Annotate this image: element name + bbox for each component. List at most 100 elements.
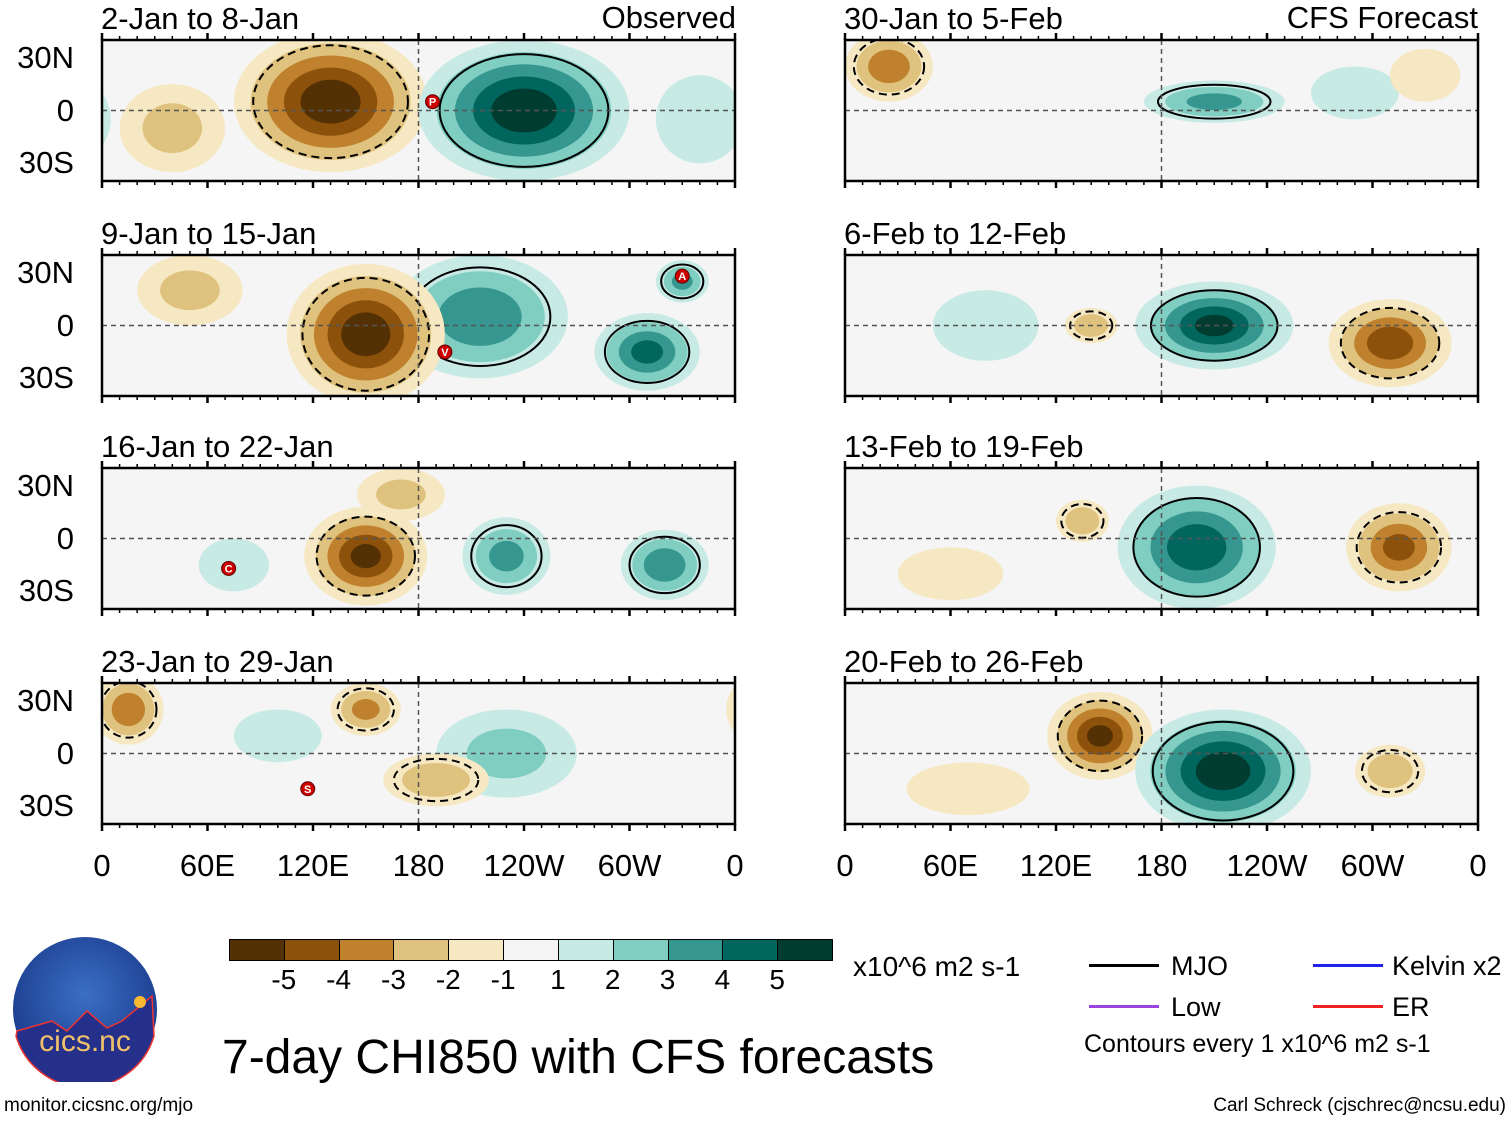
lat-label: 0 [56, 520, 74, 556]
negative-anomaly-shading [402, 762, 470, 797]
negative-anomaly-shading [1367, 326, 1414, 360]
mjo-contour [660, 263, 705, 300]
negative-anomaly-shading [1382, 533, 1415, 561]
lon-label: 120E [1019, 848, 1093, 883]
negative-anomaly-shading [341, 312, 391, 357]
legend-low-label: Low [1171, 992, 1221, 1022]
negative-anomaly-shading [745, 693, 778, 726]
panel-title: 23-Jan to 29-Jan [101, 644, 334, 679]
mjo-contour [102, 683, 158, 739]
colorbar-units: x10^6 m2 s-1 [853, 951, 1021, 982]
map-panel: C [100, 461, 737, 616]
source-url[interactable]: monitor.cicsnc.org/mjo [4, 1095, 194, 1116]
colorbar-swatch [667, 939, 724, 961]
storm-marker-icon [300, 781, 316, 797]
mjo-contour [301, 276, 431, 392]
storm-marker-label: A [678, 271, 686, 283]
colorbar-label: 4 [714, 964, 731, 995]
lat-label: 30S [18, 145, 74, 181]
observed-label: Observed [601, 0, 736, 35]
lon-label: 60E [922, 848, 979, 883]
lon-label: 60W [1340, 848, 1405, 883]
map-panel [843, 461, 1480, 616]
mjo-contour [603, 319, 691, 384]
mjo-contour [392, 757, 480, 803]
negative-anomaly-shading [725, 513, 806, 581]
lon-label: 0 [1469, 848, 1487, 883]
map-svg [843, 676, 1480, 831]
negative-anomaly-shading [1501, 50, 1510, 83]
negative-anomaly-shading [734, 754, 779, 788]
anomaly-layer [734, 691, 1426, 824]
forecast-label: CFS Forecast [1286, 0, 1478, 35]
positive-anomaly-shading [438, 287, 522, 346]
mjo-contour [1355, 511, 1443, 584]
map-svg: S [100, 676, 737, 831]
map-panel: P [100, 33, 737, 188]
colorbar-swatch [777, 939, 833, 961]
lon-label: 60W [597, 848, 662, 883]
colorbar-label: -1 [490, 964, 516, 995]
colorbar-label: 2 [604, 964, 621, 995]
negative-anomaly-shading [776, 103, 836, 153]
positive-anomaly-shading [489, 540, 524, 572]
storm-marker: C [221, 560, 237, 576]
positive-anomaly-shading [932, 290, 1039, 361]
storm-marker: P [425, 94, 441, 110]
cicsnc-logo: cics.nc [13, 937, 157, 1082]
panel-title: 6-Feb to 12-Feb [844, 216, 1067, 251]
panel-title: 16-Jan to 22-Jan [101, 429, 334, 464]
lon-label: 180 [392, 848, 445, 883]
positive-anomaly-shading [1195, 751, 1251, 791]
lat-label: 0 [56, 307, 74, 343]
panel-title: 20-Feb to 26-Feb [844, 644, 1084, 679]
negative-anomaly-shading [160, 270, 220, 311]
lat-label: 30N [17, 39, 74, 75]
mjo-contour [1151, 720, 1295, 822]
negative-anomaly-shading [111, 692, 146, 727]
colorbar-label: 5 [769, 964, 785, 995]
negative-anomaly-shading [726, 686, 735, 733]
lat-label: 30N [17, 682, 74, 718]
credit: Carl Schreck (cjschrec@ncsu.edu) [1213, 1095, 1506, 1116]
map-panel [843, 33, 1480, 188]
storm-marker-label: C [225, 563, 233, 575]
storm-marker-label: V [441, 347, 449, 359]
mjo-contour [1339, 306, 1441, 380]
storm-marker: A [674, 268, 690, 284]
negative-anomaly-shading [868, 49, 910, 84]
negative-anomaly-shading [753, 84, 859, 172]
colorbar-swatch [503, 939, 559, 961]
colorbar-swatch [557, 939, 614, 961]
storm-marker-icon [425, 94, 441, 110]
negative-anomaly-shading [1390, 48, 1461, 102]
negative-anomaly-shading [735, 683, 787, 735]
anomaly-layer [102, 683, 787, 807]
anomaly-layer [102, 40, 859, 181]
lon-label: 0 [836, 848, 854, 883]
colorbar-swatch [338, 939, 395, 961]
map-svg: P [100, 33, 737, 188]
storm-marker: S [300, 781, 316, 797]
legend-kelvin-label: Kelvin x2 [1392, 951, 1502, 981]
negative-anomaly-shading [300, 79, 361, 124]
legend-mjo-label: MJO [1171, 951, 1228, 981]
negative-anomaly-shading [750, 534, 782, 561]
negative-anomaly-shading [1490, 40, 1510, 92]
map-svg [843, 248, 1480, 403]
storm-marker-label: P [429, 97, 436, 109]
lon-label: 0 [726, 848, 744, 883]
negative-anomaly-shading [738, 524, 794, 571]
lon-label: 60E [179, 848, 236, 883]
anomaly-layer [845, 40, 1510, 123]
legend-mjo-line [1089, 964, 1159, 967]
figure-title: 7-day CHI850 with CFS forecasts [222, 1031, 935, 1084]
storm-marker-icon [221, 560, 237, 576]
lon-label: 180 [1135, 848, 1188, 883]
legend-low-line [1089, 1005, 1159, 1008]
legend-kelvin-line [1313, 964, 1383, 967]
colorbar-swatch [393, 939, 450, 961]
lat-label: 30N [17, 467, 74, 503]
mjo-contour [252, 44, 409, 160]
